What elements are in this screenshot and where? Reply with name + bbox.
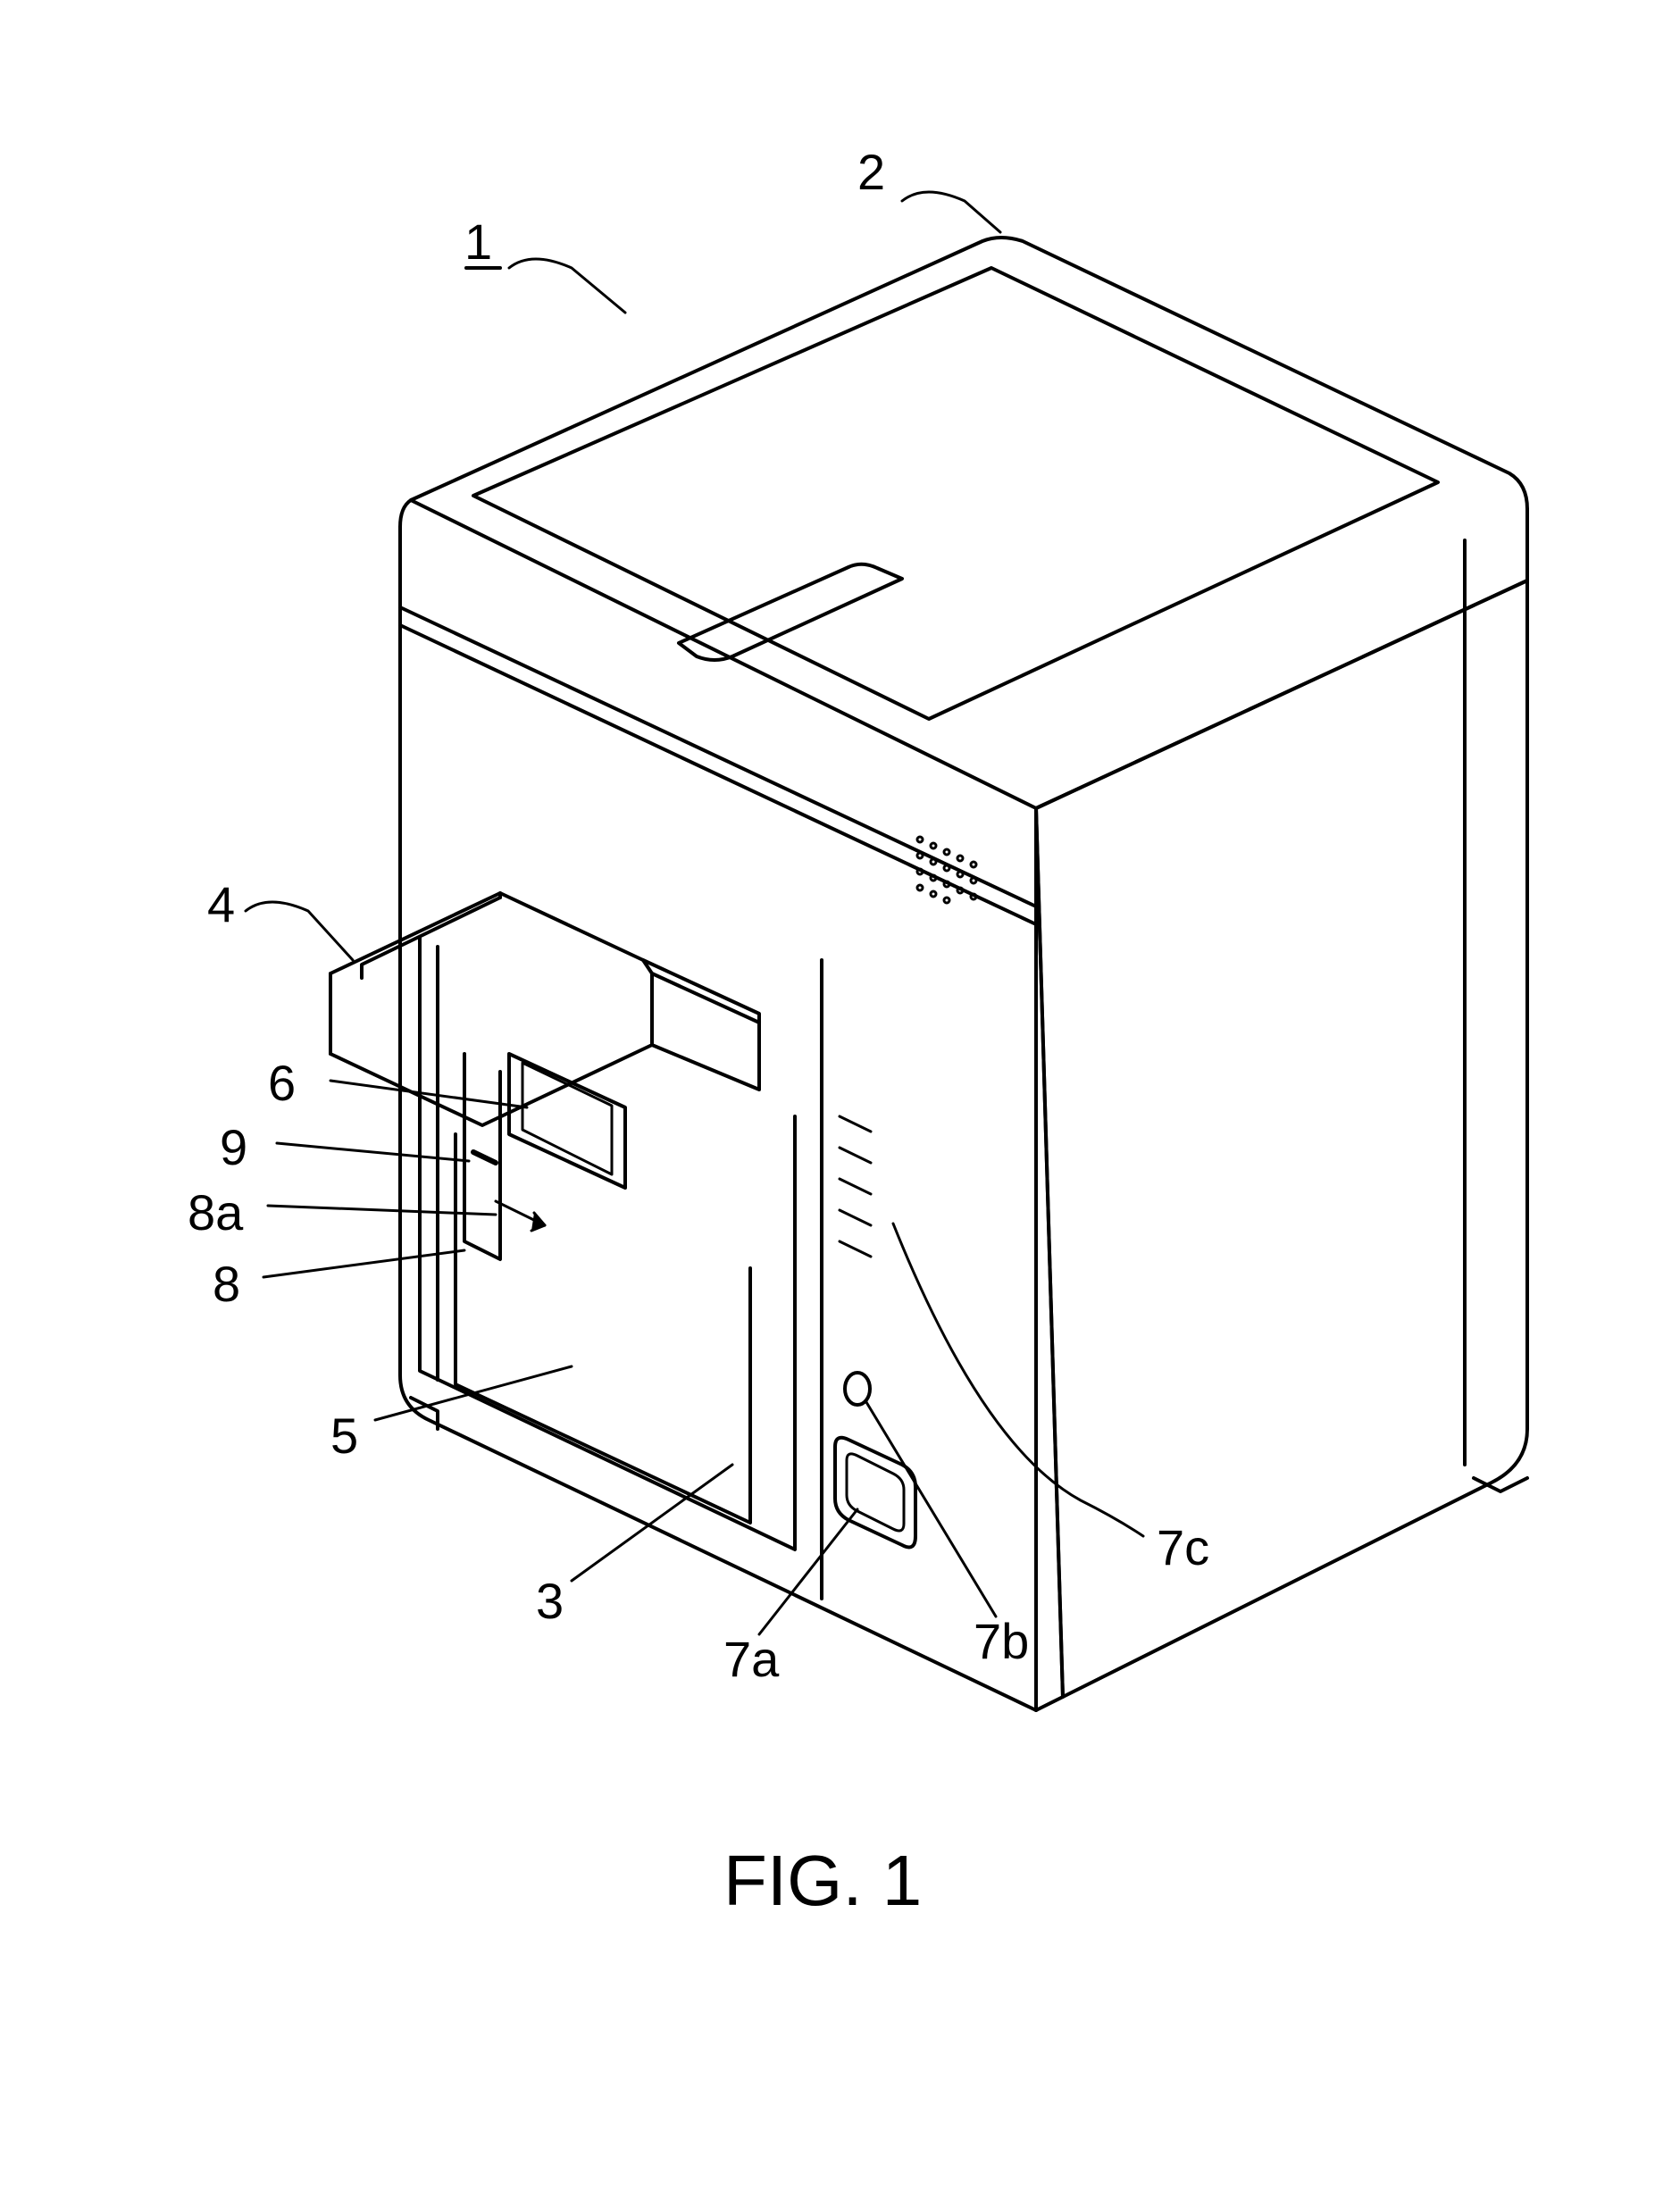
ref-label-7b: 7b [974, 1612, 1029, 1670]
ref-label-3: 3 [536, 1572, 564, 1630]
ref-label-8a: 8a [188, 1183, 243, 1241]
ref-label-2: 2 [857, 143, 885, 201]
ref-label-5: 5 [330, 1407, 358, 1465]
ref-label-4: 4 [207, 875, 235, 933]
ref-label-1: 1 [464, 213, 492, 271]
ref-label-7c: 7c [1157, 1518, 1209, 1576]
ref-label-7a: 7a [723, 1630, 779, 1688]
figure-caption: FIG. 1 [723, 1840, 922, 1922]
ref-label-9: 9 [220, 1118, 247, 1176]
figure-container: 1 2 4 6 9 8a 8 5 3 7a 7b 7c FIG. 1 [0, 0, 1680, 2197]
ref-label-6: 6 [268, 1054, 296, 1112]
ref-label-8: 8 [213, 1255, 240, 1313]
